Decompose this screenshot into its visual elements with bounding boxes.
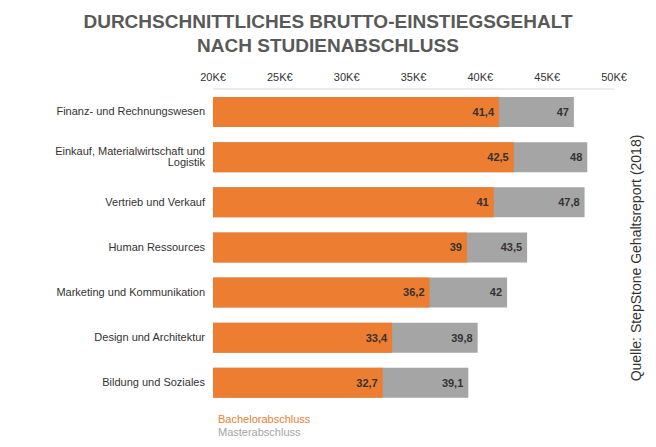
svg-text:25K€: 25K€ — [267, 71, 293, 83]
svg-text:Bildung und Soziales: Bildung und Soziales — [102, 376, 205, 388]
html-text:NACH STUDIENABSCHLUSS: NACH STUDIENABSCHLUSS — [197, 35, 459, 56]
svg-text:42,5: 42,5 — [487, 151, 508, 163]
svg-text:45K€: 45K€ — [534, 71, 560, 83]
svg-text:47,8: 47,8 — [558, 196, 579, 208]
html-text:DURCHSCHNITTLICHES BRUTTO-EINS: DURCHSCHNITTLICHES BRUTTO-EINSTIEGSGEHAL… — [83, 11, 573, 32]
svg-text:33,4: 33,4 — [366, 332, 388, 344]
svg-text:42: 42 — [490, 286, 502, 298]
svg-text:35K€: 35K€ — [401, 71, 427, 83]
svg-text:39,8: 39,8 — [451, 332, 472, 344]
svg-text:36,2: 36,2 — [403, 286, 424, 298]
svg-text:Design und Architektur: Design und Architektur — [94, 331, 205, 343]
svg-text:50K€: 50K€ — [601, 71, 627, 83]
svg-text:Einkauf, Materialwirtschaft un: Einkauf, Materialwirtschaft undLogistik — [55, 145, 205, 168]
svg-text:41: 41 — [476, 196, 488, 208]
svg-text:40K€: 40K€ — [467, 71, 493, 83]
svg-text:30K€: 30K€ — [334, 71, 360, 83]
html-text:Masterabschluss: Masterabschluss — [218, 426, 301, 438]
svg-text:Vertrieb und Verkauf: Vertrieb und Verkauf — [105, 196, 206, 208]
svg-text:47: 47 — [557, 106, 569, 118]
svg-text:41,4: 41,4 — [473, 106, 495, 118]
svg-text:Finanz- und Rechnungswesen: Finanz- und Rechnungswesen — [56, 105, 205, 117]
svg-text:43,5: 43,5 — [501, 241, 522, 253]
svg-text:Human Ressources: Human Ressources — [108, 241, 205, 253]
svg-text:39,1: 39,1 — [442, 377, 463, 389]
svg-text:20K€: 20K€ — [200, 71, 226, 83]
svg-text:39: 39 — [450, 241, 462, 253]
svg-text:48: 48 — [570, 151, 582, 163]
svg-text:Marketing und Kommunikation: Marketing und Kommunikation — [56, 286, 205, 298]
html-text:Quelle: StepStone Gehaltsrepor: Quelle: StepStone Gehaltsreport (2018) — [628, 134, 644, 382]
html-text:Bachelorabschluss: Bachelorabschluss — [218, 413, 311, 425]
svg-text:32,7: 32,7 — [356, 377, 377, 389]
